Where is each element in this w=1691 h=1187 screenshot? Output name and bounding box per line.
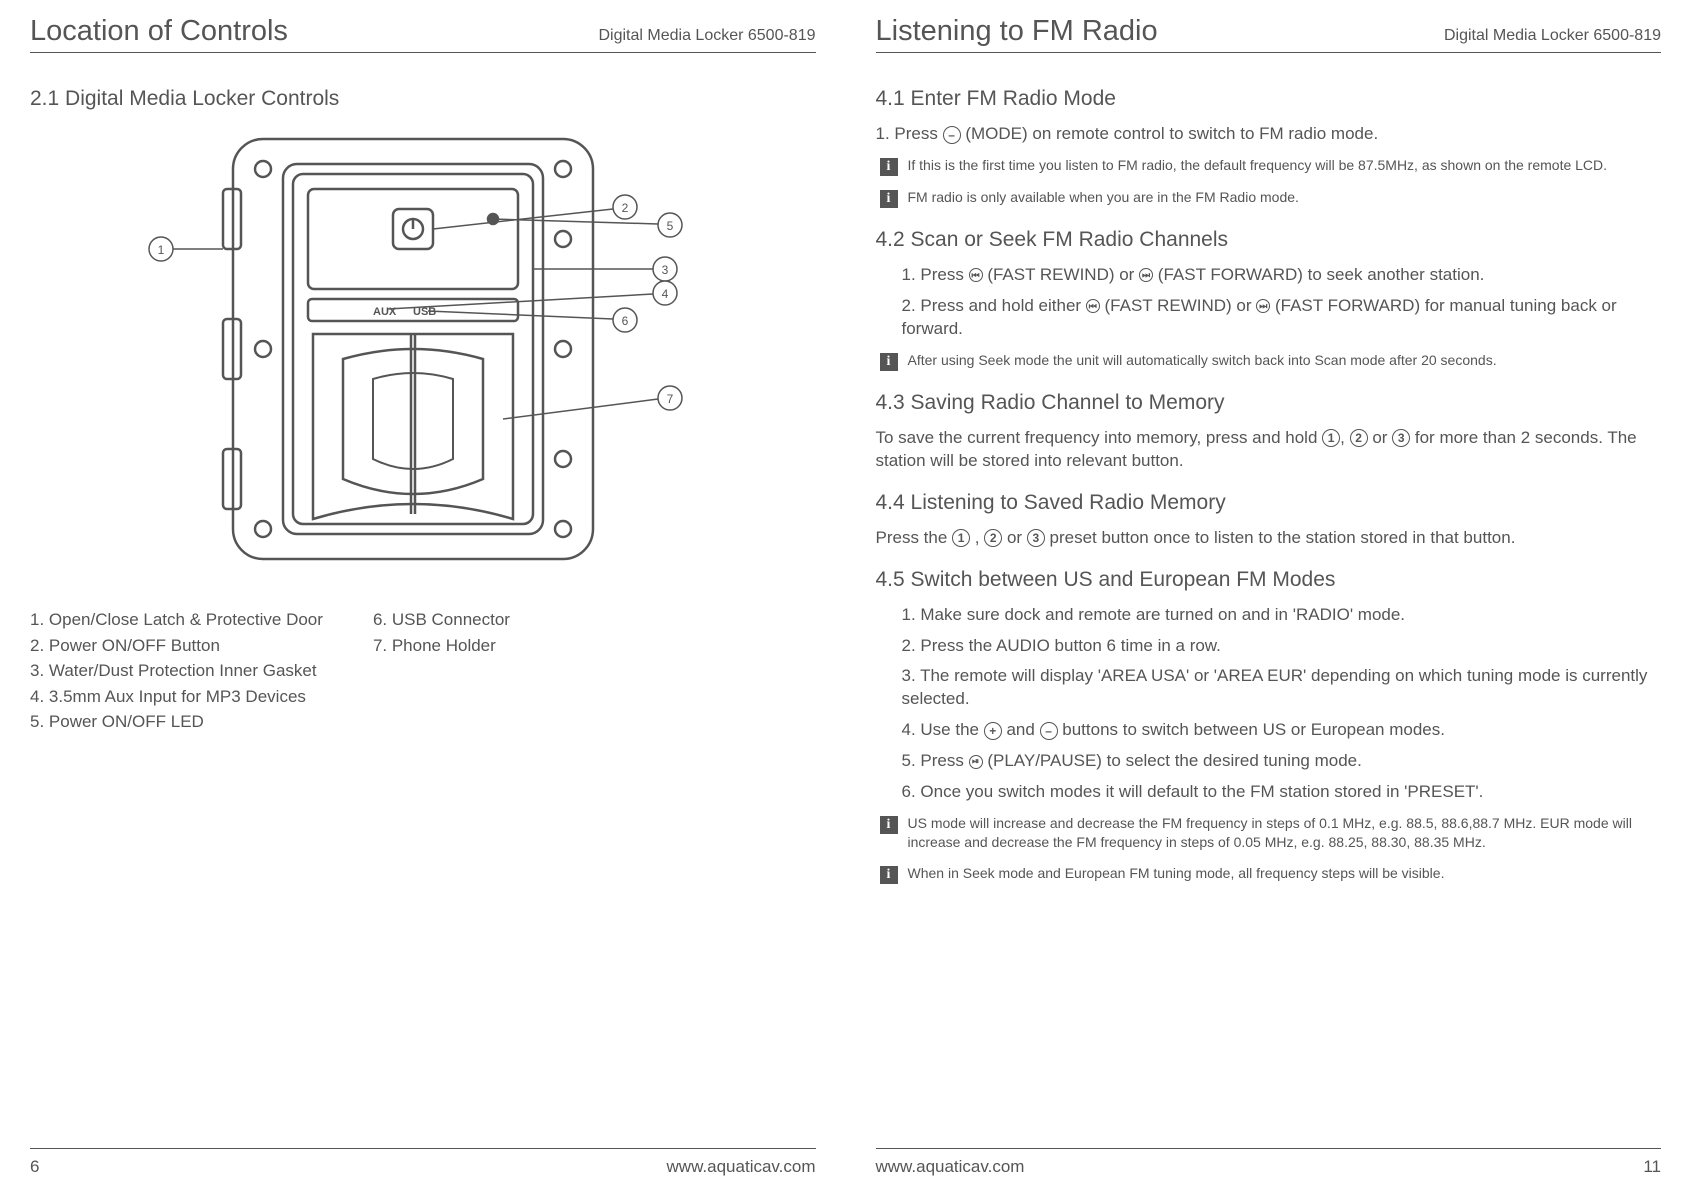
s43-text: To save the current frequency into memor… bbox=[876, 427, 1662, 473]
legend-col-1: 1. Open/Close Latch & Protective Door 2.… bbox=[30, 607, 323, 735]
play-pause-icon: ⏯ bbox=[969, 755, 983, 769]
s42-step-1: 1. Press ⏮ (FAST REWIND) or ⏭ (FAST FORW… bbox=[876, 264, 1662, 287]
preset-3-icon: 3 bbox=[1392, 429, 1410, 447]
fast-forward-icon: ⏭ bbox=[1139, 268, 1153, 282]
legend-item: 5. Power ON/OFF LED bbox=[30, 709, 323, 735]
s45-step-4: 4. Use the + and – buttons to switch bet… bbox=[876, 719, 1662, 742]
aux-label: AUX bbox=[373, 306, 397, 318]
legend-item: 4. 3.5mm Aux Input for MP3 Devices bbox=[30, 684, 323, 710]
callout-3: 3 bbox=[533, 257, 677, 281]
s42-step-2: 2. Press and hold either ⏮ (FAST REWIND)… bbox=[876, 295, 1662, 341]
product-label-left: Digital Media Locker 6500-819 bbox=[598, 27, 815, 45]
legend-item: 3. Water/Dust Protection Inner Gasket bbox=[30, 658, 323, 684]
mode-minus-icon: – bbox=[943, 126, 961, 144]
product-label-right: Digital Media Locker 6500-819 bbox=[1444, 27, 1661, 45]
callout-5: 5 bbox=[493, 213, 682, 237]
preset-2-icon: 2 bbox=[1350, 429, 1368, 447]
legend-item: 7. Phone Holder bbox=[373, 633, 510, 659]
preset-2-icon: 2 bbox=[984, 529, 1002, 547]
s41-info-1: i If this is the first time you listen t… bbox=[876, 156, 1662, 176]
section-4-1-heading: 4.1 Enter FM Radio Mode bbox=[876, 87, 1662, 111]
svg-text:2: 2 bbox=[621, 201, 628, 215]
s41-info-2: i FM radio is only available when you ar… bbox=[876, 188, 1662, 208]
legend-item: 1. Open/Close Latch & Protective Door bbox=[30, 607, 323, 633]
footer-url-left: www.aquaticav.com bbox=[667, 1157, 816, 1177]
page-left: Location of Controls Digital Media Locke… bbox=[0, 0, 846, 1187]
footer-left: 6 www.aquaticav.com bbox=[30, 1148, 816, 1177]
info-icon: i bbox=[880, 816, 898, 834]
section-4-2-heading: 4.2 Scan or Seek FM Radio Channels bbox=[876, 228, 1662, 252]
legend-item: 6. USB Connector bbox=[373, 607, 510, 633]
page-header-left: Location of Controls Digital Media Locke… bbox=[30, 15, 816, 53]
footer-right: www.aquaticav.com 11 bbox=[876, 1148, 1662, 1177]
info-icon: i bbox=[880, 190, 898, 208]
info-icon: i bbox=[880, 866, 898, 884]
s45-step-5: 5. Press ⏯ (PLAY/PAUSE) to select the de… bbox=[876, 750, 1662, 773]
legend: 1. Open/Close Latch & Protective Door 2.… bbox=[30, 607, 816, 735]
fast-rewind-icon: ⏮ bbox=[969, 268, 983, 282]
page-number-right: 11 bbox=[1643, 1157, 1661, 1177]
page-number-left: 6 bbox=[30, 1157, 39, 1177]
svg-text:7: 7 bbox=[666, 392, 673, 406]
page-title-right: Listening to FM Radio bbox=[876, 15, 1158, 48]
callout-2: 2 bbox=[433, 195, 637, 229]
s45-step-3: 3. The remote will display 'AREA USA' or… bbox=[876, 665, 1662, 711]
preset-1-icon: 1 bbox=[952, 529, 970, 547]
svg-text:3: 3 bbox=[661, 263, 668, 277]
svg-text:4: 4 bbox=[661, 287, 668, 301]
svg-text:5: 5 bbox=[666, 219, 673, 233]
s45-info-1: i US mode will increase and decrease the… bbox=[876, 814, 1662, 852]
s42-info-1: i After using Seek mode the unit will au… bbox=[876, 351, 1662, 371]
section-2-1-heading: 2.1 Digital Media Locker Controls bbox=[30, 87, 816, 111]
plus-icon: + bbox=[984, 722, 1002, 740]
section-4-5-heading: 4.5 Switch between US and European FM Mo… bbox=[876, 568, 1662, 592]
legend-item: 2. Power ON/OFF Button bbox=[30, 633, 323, 659]
svg-text:6: 6 bbox=[621, 314, 628, 328]
section-4-3-heading: 4.3 Saving Radio Channel to Memory bbox=[876, 391, 1662, 415]
section-4-4-heading: 4.4 Listening to Saved Radio Memory bbox=[876, 491, 1662, 515]
callout-1: 1 bbox=[149, 237, 223, 261]
info-icon: i bbox=[880, 158, 898, 176]
s45-info-2: i When in Seek mode and European FM tuni… bbox=[876, 864, 1662, 884]
info-icon: i bbox=[880, 353, 898, 371]
s45-step-6: 6. Once you switch modes it will default… bbox=[876, 781, 1662, 804]
preset-1-icon: 1 bbox=[1322, 429, 1340, 447]
fast-forward-icon: ⏭ bbox=[1256, 299, 1270, 313]
s45-step-1: 1. Make sure dock and remote are turned … bbox=[876, 604, 1662, 627]
footer-url-right: www.aquaticav.com bbox=[876, 1157, 1025, 1177]
s44-text: Press the 1 , 2 or 3 preset button once … bbox=[876, 527, 1662, 550]
minus-icon: – bbox=[1040, 722, 1058, 740]
device-diagram: AUX USB 1 2 5 3 bbox=[113, 119, 733, 589]
fast-rewind-icon: ⏮ bbox=[1086, 299, 1100, 313]
s45-step-2: 2. Press the AUDIO button 6 time in a ro… bbox=[876, 635, 1662, 658]
legend-col-2: 6. USB Connector 7. Phone Holder bbox=[373, 607, 510, 735]
page-right: Listening to FM Radio Digital Media Lock… bbox=[846, 0, 1691, 1187]
page-title-left: Location of Controls bbox=[30, 15, 288, 48]
s41-step-1: 1. Press – (MODE) on remote control to s… bbox=[876, 123, 1662, 146]
svg-text:1: 1 bbox=[157, 243, 164, 257]
page-header-right: Listening to FM Radio Digital Media Lock… bbox=[876, 15, 1662, 53]
preset-3-icon: 3 bbox=[1027, 529, 1045, 547]
